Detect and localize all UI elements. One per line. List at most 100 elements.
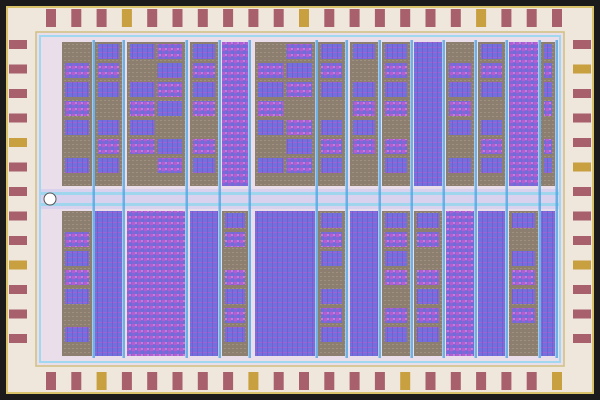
cell-block <box>321 82 342 97</box>
cell-block <box>130 101 155 116</box>
cell-block <box>544 101 552 116</box>
io-pad <box>9 309 27 319</box>
cell-block <box>225 232 245 247</box>
io-pad <box>9 113 27 123</box>
io-pad <box>573 187 591 196</box>
cell-block <box>449 158 471 173</box>
channel-wire <box>40 203 560 206</box>
io-pad <box>9 260 27 270</box>
cell-block <box>481 82 502 97</box>
cell-block <box>98 139 119 154</box>
cell-block <box>98 158 119 173</box>
power-stripe <box>185 40 188 358</box>
cell-block <box>544 44 552 59</box>
cell-block <box>130 82 155 97</box>
io-pad <box>573 211 591 221</box>
macro-block <box>414 42 442 186</box>
macro-block <box>509 42 538 186</box>
macro-block <box>255 211 315 356</box>
io-pad <box>476 9 487 27</box>
io-pad <box>9 285 27 294</box>
io-pad <box>223 372 234 390</box>
io-pad <box>9 162 27 172</box>
cell-block <box>193 158 215 173</box>
power-stripe <box>248 40 251 358</box>
cell-block <box>321 327 342 342</box>
cell-block <box>385 139 407 154</box>
cell-block <box>385 308 407 323</box>
cell-block <box>65 327 89 342</box>
io-pad <box>172 9 183 27</box>
io-pad <box>349 372 360 390</box>
cell-block <box>385 82 407 97</box>
io-pad <box>172 372 183 390</box>
io-pad <box>96 372 107 390</box>
io-pad <box>71 9 82 27</box>
macro-block <box>350 211 378 356</box>
power-stripe <box>92 40 95 358</box>
io-pad <box>9 334 27 343</box>
io-pad <box>324 372 335 390</box>
io-pad <box>223 9 234 27</box>
cell-block <box>449 63 471 78</box>
cell-block <box>98 82 119 97</box>
cell-block <box>65 289 89 304</box>
cell-block <box>512 308 535 323</box>
power-stripe <box>555 40 558 358</box>
cell-block <box>321 289 342 304</box>
cell-block <box>544 63 552 78</box>
cell-block <box>353 120 375 135</box>
io-pad <box>450 9 461 27</box>
io-pad <box>248 9 259 27</box>
power-stripe <box>410 40 413 358</box>
io-pad <box>273 372 284 390</box>
io-pad <box>197 372 208 390</box>
cell-block <box>449 82 471 97</box>
cell-block <box>65 270 89 285</box>
cell-block <box>417 327 439 342</box>
cell-block <box>258 82 284 97</box>
cell-block <box>449 101 471 116</box>
cell-block <box>512 270 535 285</box>
cell-block <box>512 251 535 266</box>
io-pad <box>573 113 591 123</box>
cell-block <box>417 232 439 247</box>
cell-block <box>258 101 284 116</box>
cell-block <box>193 63 215 78</box>
io-pad <box>46 9 56 27</box>
io-pad <box>299 9 309 27</box>
cell-block <box>193 139 215 154</box>
cell-block <box>544 139 552 154</box>
io-pad <box>374 372 385 390</box>
cell-block <box>321 232 342 247</box>
io-pad <box>121 372 132 390</box>
cell-block <box>98 44 119 59</box>
io-pad <box>573 40 591 49</box>
cell-block <box>481 63 502 78</box>
io-pad <box>96 9 107 27</box>
macro-block <box>95 211 122 356</box>
io-pad <box>573 64 591 74</box>
cell-block <box>417 213 439 228</box>
cell-block <box>481 139 502 154</box>
power-stripe <box>505 40 508 358</box>
cell-block <box>98 63 119 78</box>
io-pad <box>299 372 309 390</box>
io-pad <box>147 9 158 27</box>
power-stripe <box>345 40 348 358</box>
cell-block <box>65 158 89 173</box>
power-stripe <box>122 40 125 358</box>
cell-block <box>258 158 284 173</box>
io-pad <box>9 211 27 221</box>
io-pad <box>71 372 82 390</box>
macro-block <box>541 211 555 356</box>
io-pad <box>9 89 27 98</box>
cell-block <box>512 289 535 304</box>
cell-block <box>130 139 155 154</box>
cell-block <box>353 82 375 97</box>
power-stripe <box>442 40 445 358</box>
io-pad <box>501 9 512 27</box>
cell-block <box>544 158 552 173</box>
io-pad <box>573 260 591 270</box>
